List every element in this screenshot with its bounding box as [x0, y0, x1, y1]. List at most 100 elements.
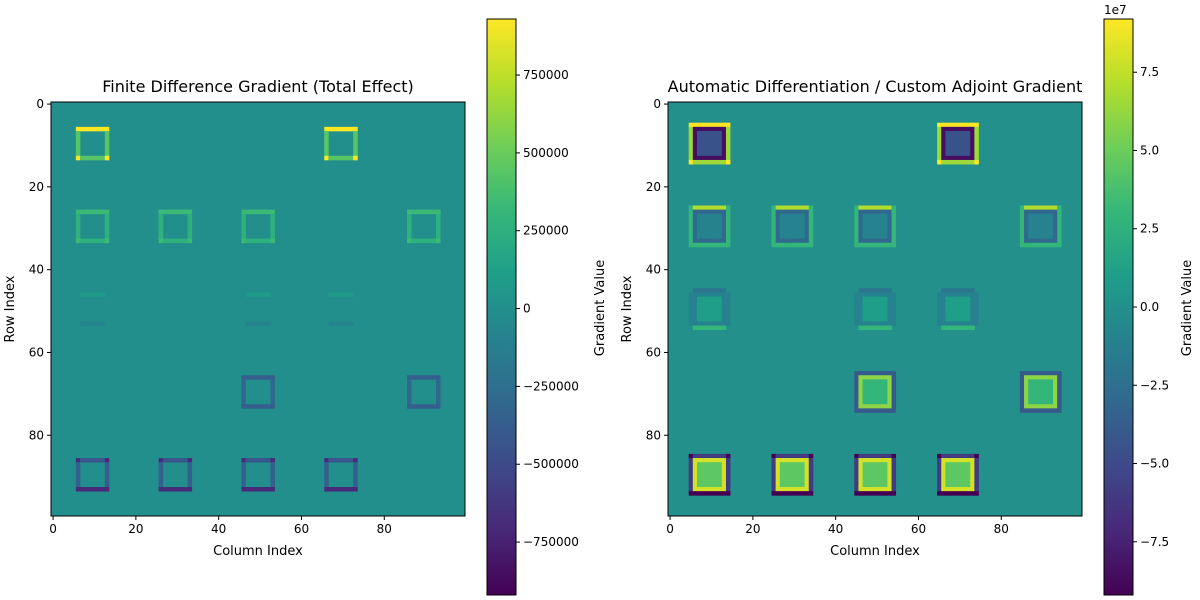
heatmap-cell: [891, 400, 897, 405]
colorbar-tick-label: 750000: [523, 68, 569, 82]
heatmap-cell: [353, 474, 358, 480]
heatmap-cell: [883, 462, 888, 467]
heatmap-cell: [966, 130, 971, 136]
heatmap-cell: [701, 309, 706, 314]
heatmap-cell: [423, 404, 429, 409]
heatmap-cell: [725, 122, 731, 128]
heatmap-cell: [937, 478, 942, 484]
heatmap-cell: [957, 126, 963, 132]
heatmap-cell: [717, 143, 723, 148]
heatmap-cell: [92, 487, 97, 492]
heatmap-cell: [775, 466, 781, 471]
heatmap-cell: [883, 209, 888, 215]
heatmap-cell: [1032, 217, 1037, 223]
heatmap-cell: [796, 217, 801, 223]
heatmap-cell: [949, 143, 955, 148]
heatmap-cell: [866, 321, 872, 326]
heatmap-cell: [808, 482, 814, 488]
heatmap-cell: [701, 238, 706, 244]
heatmap-cell: [879, 383, 884, 389]
heatmap-cell: [692, 470, 698, 475]
heatmap-cell: [725, 458, 731, 463]
heatmap-cell: [1048, 395, 1054, 401]
x-tick-label: 80: [377, 522, 392, 536]
heatmap-cell: [88, 292, 93, 297]
heatmap-cell: [1019, 387, 1025, 393]
heatmap-cell: [970, 304, 975, 310]
heatmap-cell: [725, 317, 731, 322]
heatmap-cell: [953, 155, 959, 161]
heatmap-cell: [104, 230, 110, 235]
heatmap-cell: [1057, 238, 1062, 244]
heatmap-cell: [725, 304, 731, 310]
heatmap-cell: [854, 478, 859, 484]
heatmap-cell: [436, 213, 441, 219]
heatmap-cell: [970, 296, 975, 302]
heatmap-cell: [79, 292, 85, 297]
heatmap-cell: [258, 458, 263, 463]
heatmap-cell: [957, 317, 963, 322]
heatmap-cell: [696, 234, 702, 239]
heatmap-cell: [804, 222, 810, 227]
heatmap-cell: [879, 213, 884, 219]
heatmap-cell: [957, 453, 963, 459]
heatmap-cell: [158, 217, 164, 223]
heatmap-cell: [270, 230, 275, 235]
heatmap-cell: [1040, 379, 1046, 384]
heatmap-cell: [1048, 379, 1054, 384]
colorbar-label: Gradient Value: [1180, 260, 1195, 356]
heatmap-cell: [84, 155, 89, 161]
heatmap-cell: [875, 288, 880, 293]
heatmap-cell: [241, 400, 246, 405]
heatmap-cell: [941, 470, 946, 475]
heatmap-cell: [957, 147, 963, 153]
heatmap-cell: [941, 313, 946, 318]
colorbar-tick-label: −250000: [523, 379, 579, 393]
heatmap-cell: [407, 222, 412, 227]
chart-title: Finite Difference Gradient (Total Effect…: [102, 77, 414, 96]
heatmap-cell: [344, 292, 350, 297]
heatmap-cell: [957, 292, 963, 297]
heatmap-cell: [407, 213, 412, 219]
heatmap-cell: [966, 470, 971, 475]
heatmap-cell: [696, 230, 702, 235]
heatmap-cell: [854, 491, 859, 496]
heatmap-cell: [883, 217, 888, 223]
heatmap-cell: [79, 321, 85, 326]
heatmap-cell: [879, 478, 884, 484]
heatmap-cell: [324, 466, 329, 471]
heatmap-cell: [183, 238, 188, 244]
heatmap-cell: [162, 487, 168, 492]
heatmap-cell: [970, 300, 975, 306]
heatmap-cell: [875, 238, 880, 244]
heatmap-cell: [788, 234, 793, 239]
heatmap-cell: [866, 395, 872, 401]
heatmap-cell: [945, 317, 950, 322]
heatmap-cell: [717, 482, 723, 488]
heatmap-cell: [696, 213, 702, 219]
heatmap-cell: [696, 122, 702, 128]
heatmap-cell: [419, 375, 424, 380]
heatmap-cell: [879, 205, 884, 210]
heatmap-cell: [974, 487, 979, 492]
heatmap-cell: [270, 391, 275, 397]
heatmap-cell: [961, 474, 967, 480]
heatmap-cell: [1053, 395, 1058, 401]
heatmap-cell: [1057, 217, 1062, 223]
heatmap-cell: [1032, 408, 1037, 413]
heatmap-cell: [709, 122, 714, 128]
heatmap-cell: [725, 474, 731, 480]
heatmap-cell: [974, 143, 979, 148]
heatmap-cell: [692, 151, 698, 157]
heatmap-cell: [266, 458, 271, 463]
heatmap-cell: [862, 325, 868, 331]
heatmap-cell: [1024, 205, 1029, 210]
heatmap-cell: [966, 155, 971, 161]
heatmap-cell: [187, 474, 193, 480]
heatmap-cell: [1036, 217, 1041, 223]
heatmap-cell: [862, 391, 868, 397]
gradient-square: [324, 126, 358, 161]
gradient-square: [324, 458, 358, 492]
heatmap-cell: [1024, 371, 1029, 376]
heatmap-cell: [709, 209, 714, 215]
